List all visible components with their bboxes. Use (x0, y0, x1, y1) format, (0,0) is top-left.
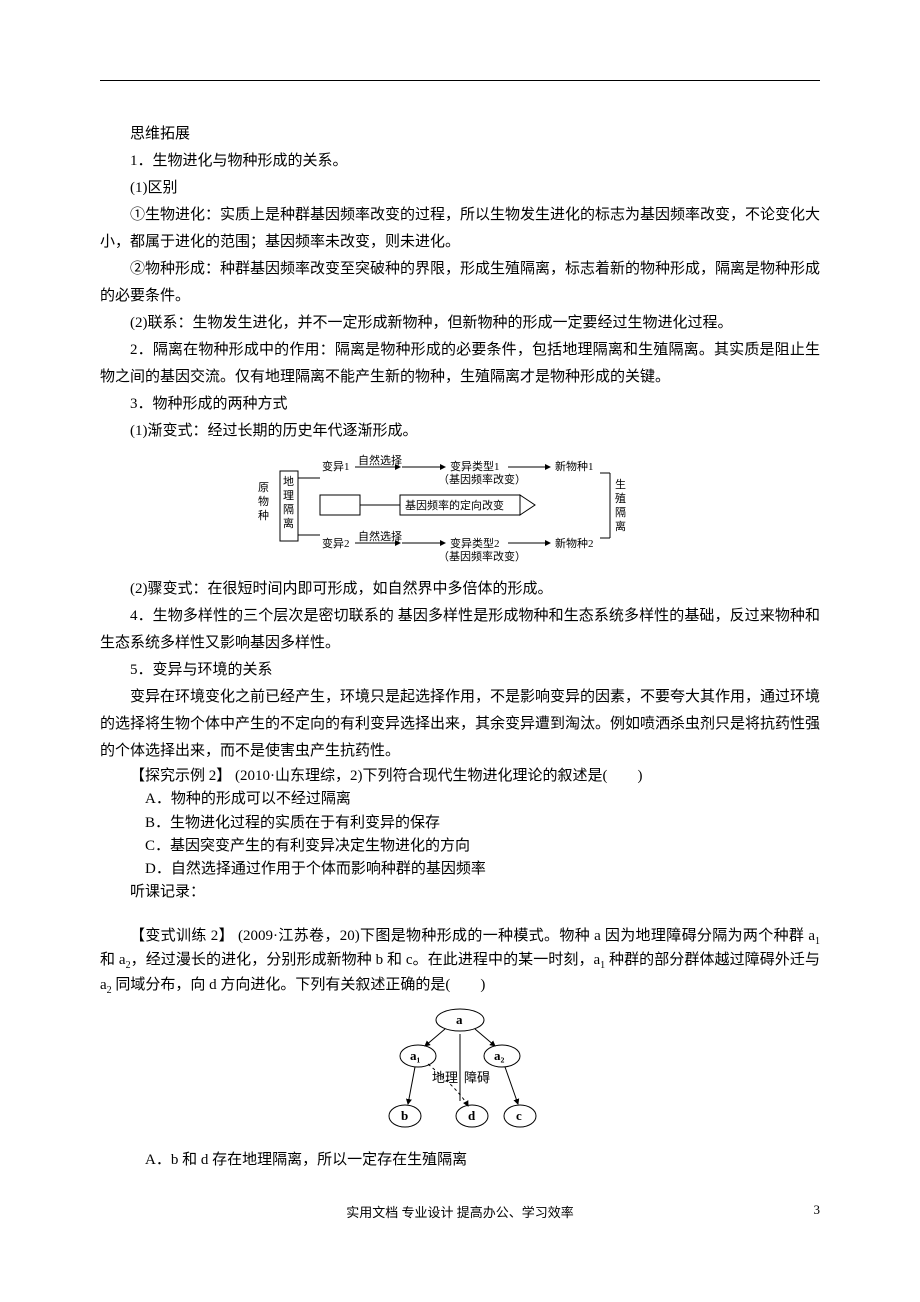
d2-d-text: d (468, 1108, 476, 1123)
v2-tail: 同域分布，向 d 方向进化。下列有关叙述正确的是( ) (112, 977, 486, 993)
sub-1: 1 (815, 936, 820, 947)
d1-midtext: 基因频率的定向改变 (405, 498, 504, 512)
d2-arr-b (408, 1067, 415, 1104)
diagram2-svg: a a₁ a₂ 地理 障碍 b (370, 1006, 550, 1136)
d1-geo2: 理 (283, 489, 294, 502)
page-footer: 实用文档 专业设计 提高办公、学习效率 3 (100, 1202, 820, 1221)
d2-arr-a2 (475, 1029, 495, 1046)
v2-mid1: 和 a (100, 952, 126, 968)
para-1: 1．生物进化与物种形成的关系。 (100, 148, 820, 175)
d1-repro1: 生 (615, 477, 626, 491)
d1-repro4: 离 (615, 519, 626, 533)
d1-orig3: 种 (258, 508, 269, 522)
final-choice-a: A．b 和 d 存在地理隔离，所以一定存在生殖隔离 (100, 1149, 820, 1172)
para-1-1b: ②物种形成：种群基因频率改变至突破种的界限，形成生殖隔离，标志着新的物种形成，隔… (100, 256, 820, 310)
variant2-prefix: 【变式训练 2】 (2009·江苏卷，20)下图是物种形成的一种模式。物种 a … (100, 928, 815, 944)
section-heading: 思维拓展 (100, 121, 820, 148)
d1-var2: 变异2 (322, 536, 350, 550)
example2-title: 【探究示例 2】 (2010·山东理综，2)下列符合现代生物进化理论的叙述是( … (100, 765, 820, 788)
d1-orig1: 原 (258, 482, 269, 494)
choice-a: A．物种的形成可以不经过隔离 (100, 788, 820, 811)
d2-arr-c (505, 1067, 518, 1104)
v2-mid2: ，经过漫长的进化，分别形成新物种 b 和 c。在此进程中的某一时刻，a (131, 952, 601, 968)
d1-repro2: 殖 (615, 492, 626, 505)
d1-mid-arrow (520, 495, 535, 515)
d1-fc2: （基因频率改变） (438, 549, 526, 563)
para-5-body: 变异在环境变化之前已经产生，环境只是起选择作用，不是影响变异的因素，不要夸大其作… (100, 684, 820, 765)
para-5: 5．变异与环境的关系 (100, 657, 820, 684)
d1-new2: 新物种2 (555, 536, 594, 550)
page-number: 3 (814, 1202, 821, 1218)
d2-a2-text: a₂ (494, 1048, 505, 1063)
d1-geo3: 隔 (283, 503, 294, 516)
choice-d: D．自然选择通过作用于个体而影响种群的基因频率 (100, 858, 820, 881)
para-1-1: (1)区别 (100, 175, 820, 202)
d1-var1: 变异1 (322, 459, 350, 473)
choice-b: B．生物进化过程的实质在于有利变异的保存 (100, 812, 820, 835)
d1-vt1: 变异类型1 (450, 459, 500, 473)
listen-record: 听课记录： (100, 881, 820, 904)
diagram-2-species: a a₁ a₂ 地理 障碍 b (100, 1006, 820, 1141)
para-3-2: (2)骤变式：在很短时间内即可形成，如自然界中多倍体的形成。 (100, 576, 820, 603)
d1-ns2: 自然选择 (358, 529, 402, 543)
d1-new1: 新物种1 (555, 459, 594, 473)
diagram1-svg: 原 物 种 地 理 隔 离 变异1 变异2 自然选择 自然选择 (250, 453, 670, 563)
d1-orig2: 物 (258, 494, 269, 508)
diagram-1-gradual: 原 物 种 地 理 隔 离 变异1 变异2 自然选择 自然选择 (100, 453, 820, 568)
d2-a-text: a (456, 1012, 463, 1027)
document-page: 思维拓展 1．生物进化与物种形成的关系。 (1)区别 ①生物进化：实质上是种群基… (0, 0, 920, 1261)
para-4: 4．生物多样性的三个层次是密切联系的 基因多样性是形成物种和生态系统多样性的基础… (100, 603, 820, 657)
d2-barrier-text: 地理 (432, 1070, 458, 1085)
d2-arr-a1 (425, 1029, 445, 1046)
para-1-2: (2)联系：生物发生进化，并不一定形成新物种，但新物种的形成一定要经过生物进化过… (100, 310, 820, 337)
para-3: 3．物种形成的两种方式 (100, 391, 820, 418)
d2-barrier-text2: 障碍 (464, 1070, 490, 1085)
d2-a1-text: a₁ (410, 1048, 421, 1063)
para-1-1a: ①生物进化：实质上是种群基因频率改变的过程，所以生物发生进化的标志为基因频率改变… (100, 202, 820, 256)
d2-c-text: c (516, 1108, 522, 1123)
d1-geo4: 离 (283, 516, 294, 530)
variant2-text: 【变式训练 2】 (2009·江苏卷，20)下图是物种形成的一种模式。物种 a … (100, 925, 820, 999)
para-3-1: (1)渐变式：经过长期的历史年代逐渐形成。 (100, 418, 820, 445)
d1-fc1: （基因频率改变） (438, 472, 526, 486)
d2-b-text: b (401, 1108, 408, 1123)
d1-ns1: 自然选择 (358, 453, 402, 467)
d1-midbox-left (320, 495, 360, 515)
d1-vt2: 变异类型2 (450, 536, 500, 550)
choice-c: C．基因突变产生的有利变异决定生物进化的方向 (100, 835, 820, 858)
header-rule (100, 80, 820, 81)
footer-text: 实用文档 专业设计 提高办公、学习效率 (346, 1205, 574, 1220)
d1-geo1: 地 (283, 475, 294, 488)
para-2: 2．隔离在物种形成中的作用：隔离是物种形成的必要条件，包括地理隔离和生殖隔离。其… (100, 337, 820, 391)
d1-repro3: 隔 (615, 506, 626, 519)
